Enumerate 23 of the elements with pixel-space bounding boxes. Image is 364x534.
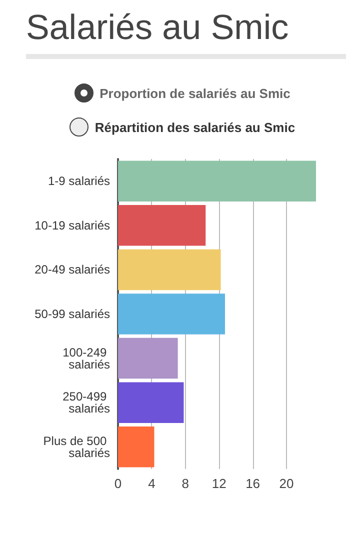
- y-tick-label: Plus de 500 salariés: [43, 434, 110, 460]
- y-tick-label: 10-19 salariés: [34, 218, 110, 232]
- chart-title: Salariés au Smic: [25, 8, 290, 48]
- x-tick-label: 20: [279, 476, 294, 491]
- x-tick-label: 12: [212, 476, 226, 491]
- bar: [118, 338, 178, 379]
- y-tick-label: 250-499 salariés: [62, 390, 110, 416]
- y-tick-label: 20-49 salariés: [34, 262, 110, 277]
- bar: [118, 382, 184, 423]
- bar: [118, 294, 226, 334]
- y-tick-label: 50-99 salariés: [34, 307, 110, 321]
- bar: [118, 249, 221, 290]
- bar: [118, 205, 206, 246]
- x-tick-label: 8: [182, 476, 190, 491]
- text: Répartition des salariés au Smic: [94, 120, 296, 134]
- x-tick-label: 0: [114, 476, 122, 491]
- y-tick-label: 100-249 salariés: [62, 345, 110, 372]
- x-tick-label: 16: [246, 476, 260, 491]
- text: Proportion de salariés au Smic: [100, 86, 290, 100]
- y-tick-label: 1-9 salariés: [48, 174, 110, 188]
- bar: [118, 160, 316, 202]
- x-tick-label: 4: [148, 476, 156, 491]
- bar: [118, 426, 154, 468]
